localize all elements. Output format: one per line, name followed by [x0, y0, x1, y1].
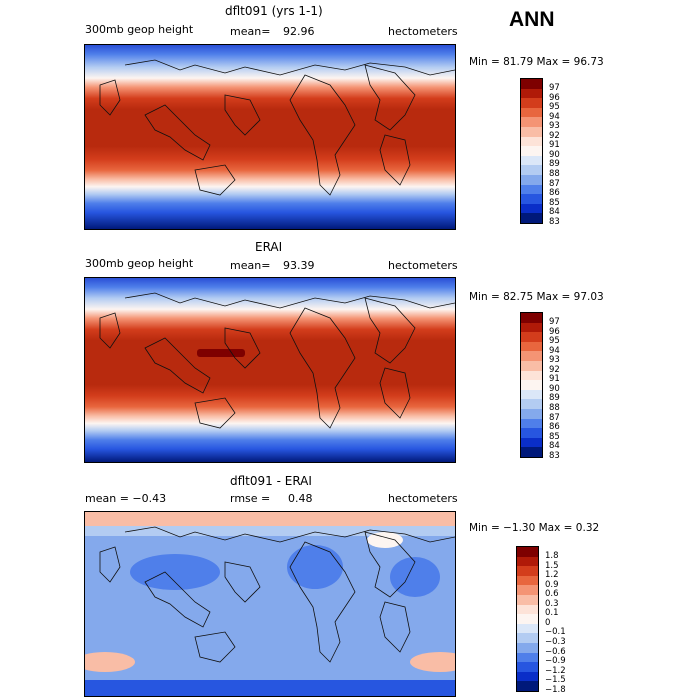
rmse-value: 0.48: [288, 492, 313, 505]
colorbar-tick: −0.6: [545, 647, 566, 657]
colorbar-tick: 0.1: [545, 608, 559, 618]
colorbar-tick: 0.9: [545, 580, 559, 590]
colorbar-tick: 1.8: [545, 551, 559, 561]
colorbar-tick: 89: [549, 393, 560, 403]
colorbar-tick: 91: [549, 140, 560, 150]
colorbar-tick: −1.5: [545, 675, 566, 685]
colorbar-tick: 85: [549, 432, 560, 442]
panel-title: dflt091 - ERAI: [230, 474, 312, 488]
units-label: hectometers: [388, 259, 458, 272]
colorbar-tick: 94: [549, 346, 560, 356]
colorbar-tick: 94: [549, 112, 560, 122]
mean-value: 92.96: [283, 25, 315, 38]
colorbar-tick: 90: [549, 384, 560, 394]
colorbar-tick: 96: [549, 93, 560, 103]
units-label: hectometers: [388, 25, 458, 38]
season-label: ANN: [509, 8, 555, 31]
colorbar-tick: 92: [549, 365, 560, 375]
mean-value: 93.39: [283, 259, 315, 272]
colorbar-tick: 93: [549, 355, 560, 365]
colorbar-tick: 87: [549, 413, 560, 423]
mean-label: mean = −0.43: [85, 492, 167, 505]
colorbar-tick: 89: [549, 159, 560, 169]
map-plot: [84, 44, 456, 230]
min-max-label: Min = −1.30 Max = 0.32: [469, 522, 600, 534]
colorbar-tick: 83: [549, 217, 560, 227]
colorbar-tick: 92: [549, 131, 560, 141]
panel-title: dflt091 (yrs 1-1): [225, 4, 323, 18]
colorbar-tick: 97: [549, 83, 560, 93]
units-label: hectometers: [388, 492, 458, 505]
colorbar-tick: 87: [549, 179, 560, 189]
colorbar-tick: 91: [549, 374, 560, 384]
colorbar-tick: 85: [549, 198, 560, 208]
map-plot: [84, 277, 456, 463]
colorbar: [520, 78, 543, 224]
panel-title: ERAI: [255, 240, 283, 254]
colorbar-tick: 88: [549, 403, 560, 413]
colorbar: [520, 312, 543, 458]
colorbar-tick: 83: [549, 451, 560, 461]
colorbar-tick: 0: [545, 618, 551, 628]
min-max-label: Min = 82.75 Max = 97.03: [469, 291, 604, 303]
variable-label: 300mb geop height: [85, 257, 194, 270]
colorbar-tick: −0.1: [545, 627, 566, 637]
colorbar-tick: 0.3: [545, 599, 559, 609]
colorbar-tick: 95: [549, 102, 560, 112]
rmse-label: rmse =: [230, 492, 271, 505]
colorbar-tick: 0.6: [545, 589, 559, 599]
mean-label: mean=: [230, 259, 271, 272]
colorbar-tick: 86: [549, 422, 560, 432]
colorbar-tick: 95: [549, 336, 560, 346]
colorbar-tick: 86: [549, 188, 560, 198]
coastlines: [99, 59, 455, 196]
mean-label: mean=: [230, 25, 271, 38]
colorbar-tick: 90: [549, 150, 560, 160]
colorbar-tick: 1.2: [545, 570, 559, 580]
min-max-label: Min = 81.79 Max = 96.73: [469, 56, 604, 68]
colorbar-tick: 93: [549, 121, 560, 131]
coastlines: [99, 526, 455, 663]
colorbar-tick: 96: [549, 327, 560, 337]
colorbar-tick: −0.3: [545, 637, 566, 647]
colorbar-tick: 84: [549, 441, 560, 451]
colorbar-tick: 84: [549, 207, 560, 217]
colorbar-tick: 1.5: [545, 561, 559, 571]
map-plot: [84, 511, 456, 697]
high-anomaly-region: [197, 349, 245, 357]
colorbar-tick: −1.8: [545, 685, 566, 695]
colorbar-tick: −1.2: [545, 666, 566, 676]
variable-label: 300mb geop height: [85, 23, 194, 36]
colorbar-tick: 97: [549, 317, 560, 327]
coastlines: [99, 292, 455, 429]
colorbar: [516, 546, 539, 692]
colorbar-tick: 88: [549, 169, 560, 179]
colorbar-tick: −0.9: [545, 656, 566, 666]
